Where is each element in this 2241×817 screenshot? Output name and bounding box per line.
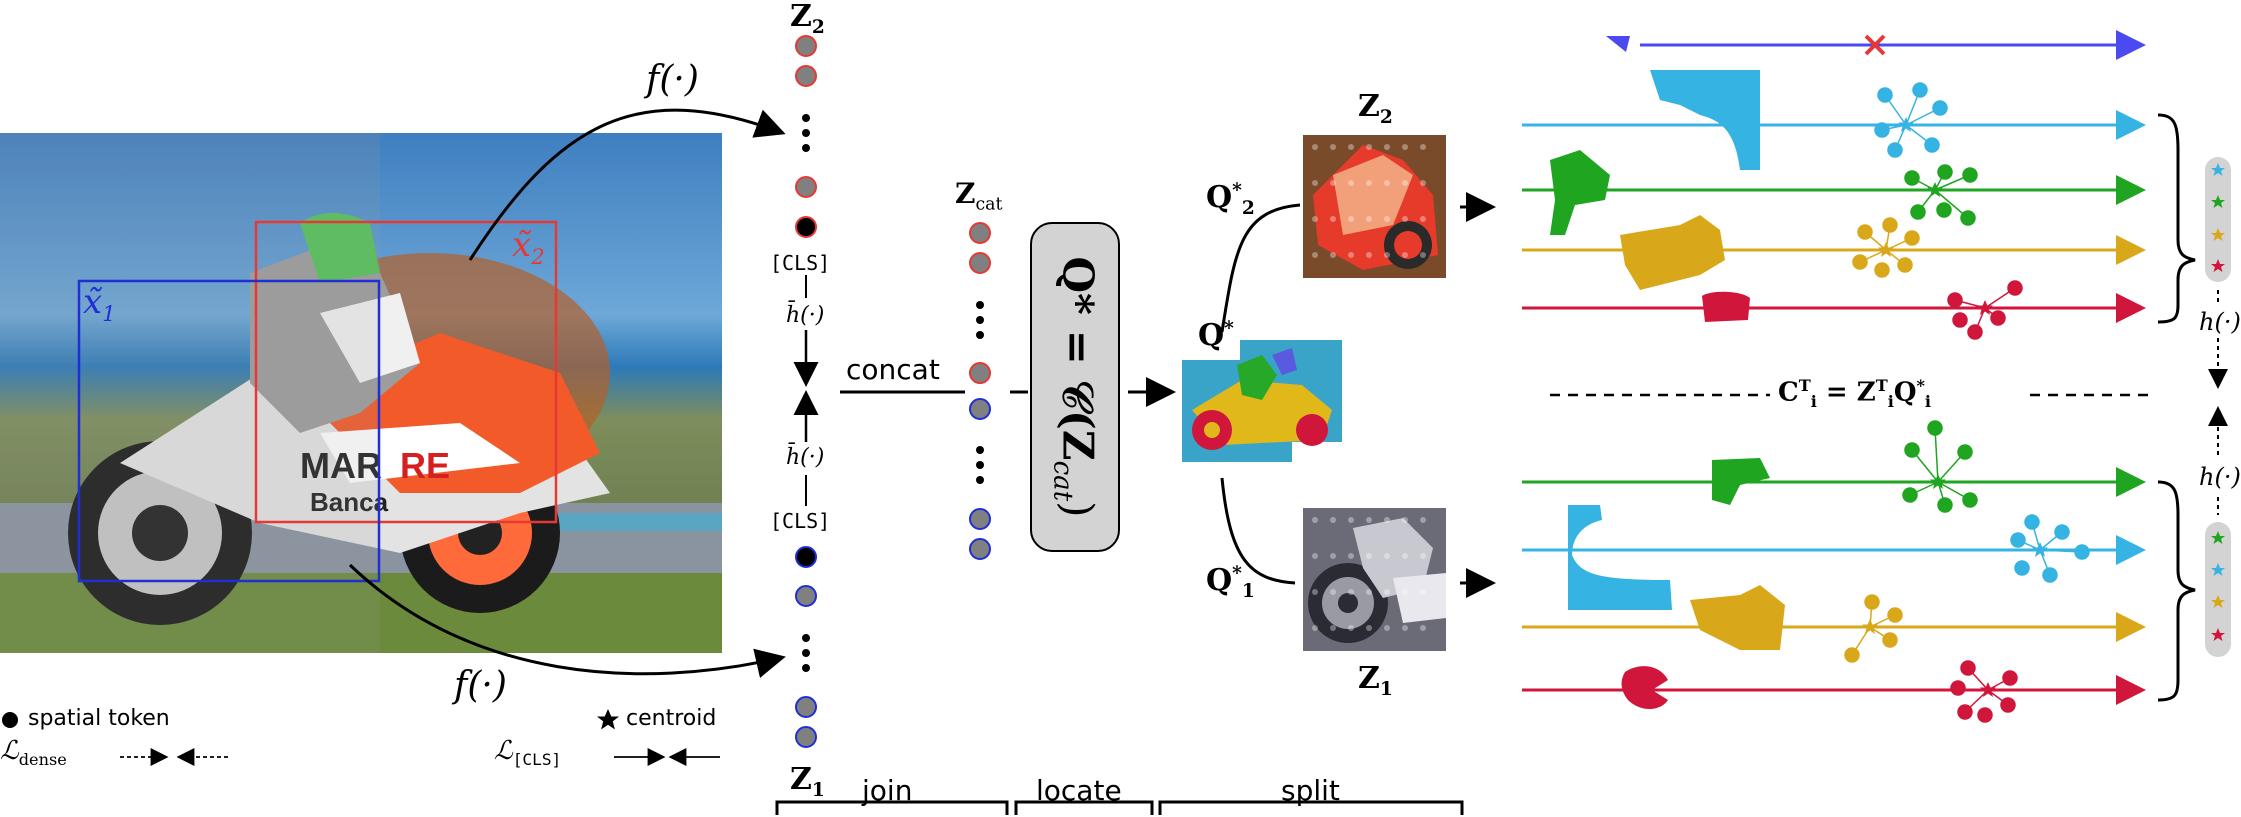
cls-top-label: [CLS]: [770, 251, 831, 275]
error-cross-icon: [1864, 34, 1886, 56]
svg-text:Banca: Banca: [310, 487, 389, 517]
q-star-equation: Q* = 𝒞(Zcat): [1047, 256, 1103, 518]
crop-box-x1: [77, 279, 381, 583]
centroid-star-icon: [2032, 542, 2048, 557]
blue-segment-shape: [1606, 36, 1630, 52]
cluster-crimson-top: [1947, 280, 2023, 340]
legend-dense-loss-label: ℒdense: [0, 736, 67, 770]
locate-operator-box: Q* = 𝒞(Zcat): [1030, 222, 1120, 552]
legend-spatial-token-label: spatial token: [28, 706, 170, 731]
q1-star-label: Q*1: [1206, 563, 1255, 602]
z1-feature-map: [1303, 508, 1446, 651]
centroid-capsule-bottom: [2205, 522, 2231, 657]
centroid-star-icon: [1980, 682, 1996, 697]
z1-cls-token: [795, 546, 817, 568]
h-right-bottom-label: h(·): [2199, 463, 2241, 491]
segment-shapes-bottom: [1568, 458, 1785, 709]
crop-box-x2: [254, 220, 558, 524]
cosine-equation: CTi = ZTiQ*i: [1778, 376, 1932, 411]
z1-split-label: Z1: [1358, 661, 1393, 700]
cluster-cyan-bottom: [2010, 514, 2090, 583]
cluster-gold-top: [1852, 217, 1920, 278]
svg-text:MAR: MAR: [300, 445, 382, 486]
legend-centroid-label: centroid: [626, 706, 717, 731]
centroid-star-icon: [1977, 300, 1993, 315]
f-bottom-label: f(·): [454, 665, 507, 706]
brace-bottom: [2157, 480, 2196, 702]
q2-star-label: Q*2: [1206, 180, 1255, 219]
z2-split-label: Z2: [1358, 89, 1393, 128]
z2-token: [795, 176, 817, 198]
x2-crop-label: x̃2: [512, 225, 545, 269]
z2-token: [795, 35, 817, 57]
zcat-token: [969, 538, 991, 560]
legend-cls-loss-label: ℒ[CLS]: [494, 736, 562, 770]
zcat-token: [969, 398, 991, 420]
f-top-label: f(·): [646, 59, 699, 100]
z2-feature-map: [1303, 135, 1446, 278]
zcat-token: [969, 252, 991, 274]
cluster-cyan-top: [1874, 82, 1948, 158]
centroid-star-icon: [1898, 117, 1914, 132]
cluster-green-top: [1904, 164, 1978, 226]
svg-text:RE: RE: [400, 445, 450, 486]
stage-split-label: split: [1281, 774, 1340, 807]
zcat-token: [969, 508, 991, 530]
x1-crop-label: x̃1: [83, 282, 116, 326]
cls-bottom-label: [CLS]: [770, 509, 831, 533]
zcat-token: [969, 362, 991, 384]
centroid-star-icon: [1930, 474, 1946, 489]
cluster-crimson-bottom: [1950, 660, 2018, 723]
z2-cls-token: [795, 216, 817, 238]
segment-shapes-top: [1550, 70, 1760, 322]
centroid-icon: [597, 709, 619, 730]
centroid-star-icon: [1862, 619, 1878, 634]
centroid-star-icon: [1878, 242, 1894, 257]
cluster-green-bottom: [1902, 420, 1978, 513]
z1-bottom-label: Z1: [790, 762, 825, 801]
stage-join-label: join: [862, 774, 913, 807]
z1-token: [795, 726, 817, 748]
h-bar-top-label: h̄(·): [786, 303, 825, 328]
spatial-token-icon: [2, 712, 18, 728]
z2-top-label: Z2: [790, 0, 825, 38]
z1-token: [795, 696, 817, 718]
concat-label: concat: [846, 353, 940, 386]
z1-token: [795, 585, 817, 607]
h-bar-bottom-label: h̄(·): [786, 445, 825, 470]
cluster-gold-bottom: [1844, 594, 1903, 663]
z2-token: [795, 65, 817, 87]
brace-top: [2157, 113, 2196, 324]
q-star-feature-map: [1182, 340, 1342, 462]
motorcycle-photo: MAR RE Banca: [0, 133, 722, 653]
stage-locate-label: locate: [1036, 774, 1122, 807]
h-right-top-label: h(·): [2199, 308, 2241, 336]
centroid-star-icon: [1927, 182, 1943, 197]
q-star-label: Q*: [1198, 318, 1234, 353]
zcat-token: [969, 222, 991, 244]
zcat-label: Zcat: [955, 177, 1003, 215]
centroid-capsule-top: [2205, 157, 2231, 282]
